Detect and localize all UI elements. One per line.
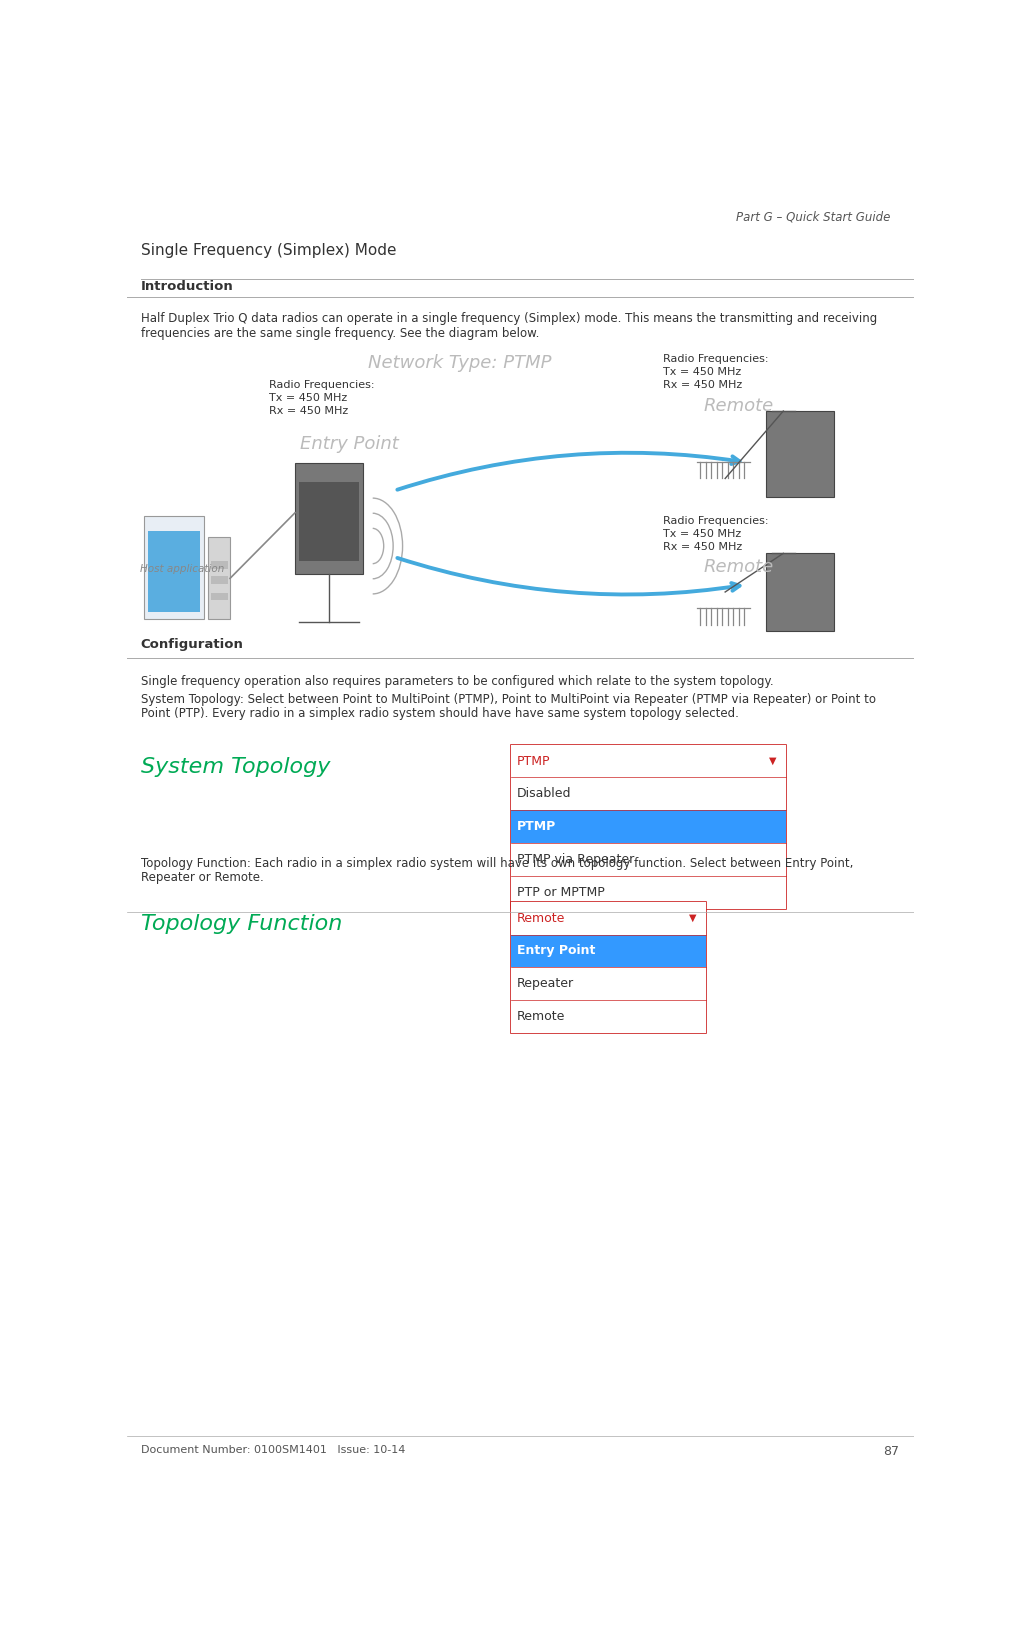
FancyBboxPatch shape <box>511 745 786 778</box>
FancyBboxPatch shape <box>766 553 834 632</box>
Text: PTP or MPTMP: PTP or MPTMP <box>517 886 605 899</box>
Text: Network Type: PTMP: Network Type: PTMP <box>368 354 552 372</box>
Text: 87: 87 <box>883 1445 899 1459</box>
Text: Tx = 450 MHz: Tx = 450 MHz <box>269 393 347 403</box>
FancyBboxPatch shape <box>511 876 786 909</box>
Text: Topology Function: Topology Function <box>141 913 342 935</box>
FancyBboxPatch shape <box>511 1000 705 1033</box>
Text: Single frequency operation also requires parameters to be configured which relat: Single frequency operation also requires… <box>141 676 773 689</box>
FancyBboxPatch shape <box>511 745 786 909</box>
FancyBboxPatch shape <box>511 935 705 967</box>
FancyBboxPatch shape <box>144 516 204 619</box>
Text: Rx = 450 MHz: Rx = 450 MHz <box>663 380 742 391</box>
Text: Rx = 450 MHz: Rx = 450 MHz <box>269 406 348 416</box>
Text: PTMP via Repeater: PTMP via Repeater <box>517 853 634 866</box>
Bar <box>211 593 227 601</box>
FancyBboxPatch shape <box>511 967 705 1000</box>
Text: PTMP: PTMP <box>517 820 556 833</box>
Text: Entry Point: Entry Point <box>299 435 399 453</box>
Text: Rx = 450 MHz: Rx = 450 MHz <box>663 542 742 552</box>
FancyBboxPatch shape <box>295 463 363 573</box>
FancyBboxPatch shape <box>766 411 834 496</box>
Text: Host application: Host application <box>140 565 225 575</box>
Text: Remote: Remote <box>517 912 565 925</box>
Text: Point (PTP). Every radio in a simplex radio system should have have same system : Point (PTP). Every radio in a simplex ra… <box>141 707 739 720</box>
Text: Tx = 450 MHz: Tx = 450 MHz <box>663 367 741 378</box>
Text: ▼: ▼ <box>768 756 776 766</box>
Text: Tx = 450 MHz: Tx = 450 MHz <box>663 529 741 539</box>
FancyArrowPatch shape <box>397 453 740 489</box>
FancyBboxPatch shape <box>511 778 786 810</box>
FancyBboxPatch shape <box>511 810 786 843</box>
FancyBboxPatch shape <box>511 902 705 935</box>
Text: PTMP: PTMP <box>517 755 550 768</box>
Text: ▼: ▼ <box>689 913 696 923</box>
Text: Document Number: 0100SM1401   Issue: 10-14: Document Number: 0100SM1401 Issue: 10-14 <box>141 1445 405 1455</box>
Text: Radio Frequencies:: Radio Frequencies: <box>663 516 768 525</box>
FancyArrowPatch shape <box>397 558 740 594</box>
Text: Remote: Remote <box>517 1010 565 1023</box>
Text: Single Frequency (Simplex) Mode: Single Frequency (Simplex) Mode <box>141 242 396 259</box>
Text: Configuration: Configuration <box>141 638 244 652</box>
FancyBboxPatch shape <box>208 537 230 619</box>
Text: Remote: Remote <box>704 558 774 576</box>
Text: Half Duplex Trio Q data radios can operate in a single frequency (Simplex) mode.: Half Duplex Trio Q data radios can opera… <box>141 313 877 324</box>
Text: Repeater or Remote.: Repeater or Remote. <box>141 871 264 884</box>
Text: System Topology: Select between Point to MultiPoint (PTMP), Point to MultiPoint : System Topology: Select between Point to… <box>141 692 876 706</box>
Text: Repeater: Repeater <box>517 977 573 990</box>
Text: Remote: Remote <box>704 396 774 414</box>
Bar <box>211 576 227 584</box>
FancyBboxPatch shape <box>511 902 705 1033</box>
FancyBboxPatch shape <box>148 530 200 612</box>
Text: Entry Point: Entry Point <box>517 945 595 958</box>
FancyBboxPatch shape <box>299 481 359 561</box>
Bar <box>211 561 227 570</box>
Text: Disabled: Disabled <box>517 787 571 800</box>
Text: Part G – Quick Start Guide: Part G – Quick Start Guide <box>736 210 890 223</box>
Text: System Topology: System Topology <box>141 756 330 778</box>
Text: Radio Frequencies:: Radio Frequencies: <box>663 354 768 365</box>
Text: Radio Frequencies:: Radio Frequencies: <box>269 380 375 390</box>
FancyBboxPatch shape <box>511 843 786 876</box>
Text: Topology Function: Each radio in a simplex radio system will have its own topolo: Topology Function: Each radio in a simpl… <box>141 858 854 871</box>
Text: frequencies are the same single frequency. See the diagram below.: frequencies are the same single frequenc… <box>141 327 539 340</box>
Text: Introduction: Introduction <box>141 280 233 293</box>
